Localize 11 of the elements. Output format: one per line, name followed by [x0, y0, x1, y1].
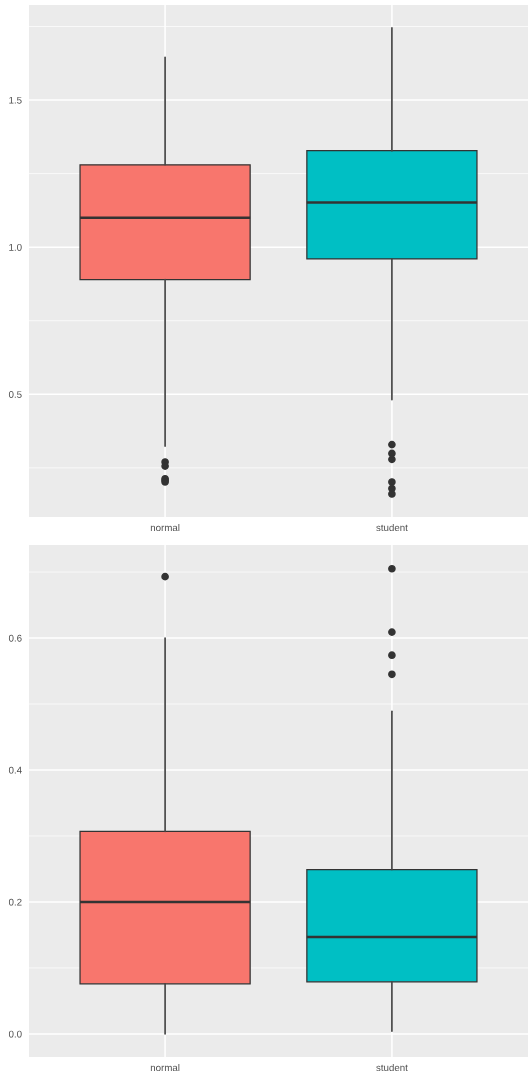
y-tick-label: 0.2 — [8, 898, 22, 906]
y-tick-label: 1.5 — [9, 96, 22, 104]
x-tick-label: student — [376, 1063, 408, 1072]
x-tick-label: normal — [150, 1063, 180, 1072]
x-tick-label: normal — [150, 523, 180, 532]
y-tick-label: 0.6 — [8, 634, 22, 642]
x-tick-label: student — [376, 523, 408, 532]
y-tick-label: 1.0 — [9, 243, 22, 251]
y-tick-label: 0.4 — [8, 766, 22, 774]
y-tick-label: 0.5 — [8, 391, 22, 398]
y-tick-label: 0.0 — [8, 1030, 22, 1038]
